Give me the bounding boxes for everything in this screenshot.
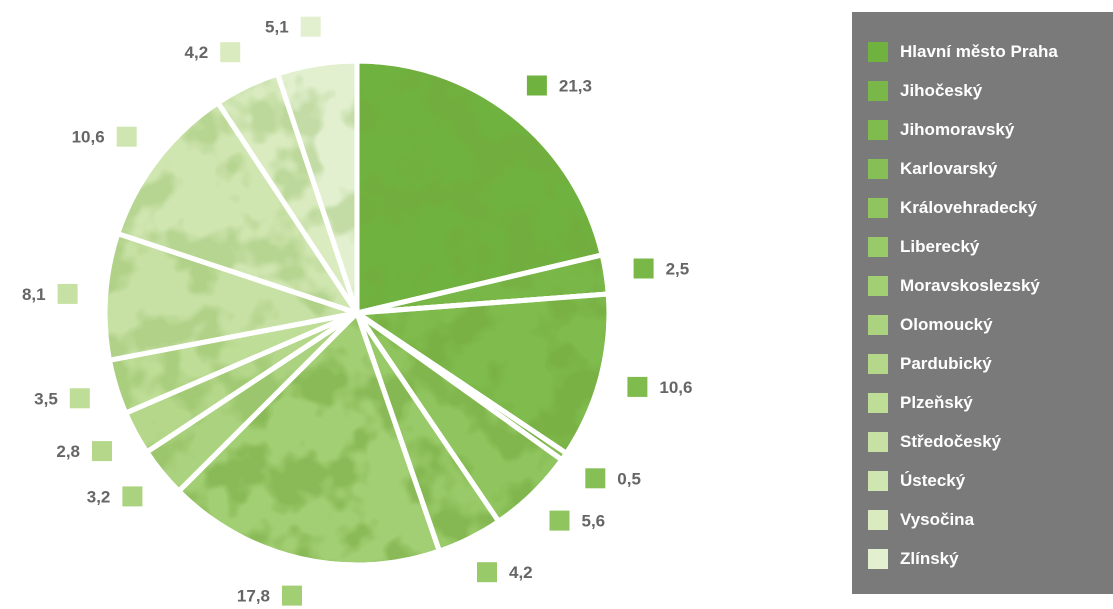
value-label-swatch: [57, 283, 78, 304]
legend-item[interactable]: Hlavní město Praha: [868, 41, 1058, 63]
legend-swatch: [868, 237, 888, 257]
legend-swatch: [868, 159, 888, 179]
legend-label: Královehradecký: [900, 198, 1038, 217]
pie-slice[interactable]: [115, 100, 360, 316]
value-label: 21,3: [559, 77, 592, 96]
legend-swatch: [868, 432, 888, 452]
legend-item[interactable]: Jihomoravský: [868, 119, 1014, 141]
value-label: 8,1: [22, 285, 46, 304]
legend-label: Ústecký: [900, 471, 966, 490]
value-label-swatch: [300, 16, 321, 37]
legend-swatch: [868, 42, 888, 62]
legend-swatch: [868, 510, 888, 530]
value-label: 4,2: [509, 563, 533, 582]
legend-swatch: [868, 276, 888, 296]
value-label-swatch: [92, 441, 112, 462]
legend-item[interactable]: Ústecký: [868, 470, 965, 492]
legend-label: Plzeňský: [900, 393, 973, 412]
legend-item[interactable]: Královehradecký: [868, 197, 1037, 219]
legend-swatch: [868, 354, 888, 374]
value-label: 2,5: [666, 260, 690, 279]
value-label: 17,8: [237, 587, 270, 606]
legend-label: Moravskoslezský: [900, 276, 1040, 295]
value-label-swatch: [633, 258, 654, 279]
legend-swatch: [868, 471, 888, 491]
value-label-swatch: [116, 126, 137, 147]
value-label-swatch: [282, 585, 302, 606]
legend-swatch: [868, 81, 888, 101]
value-label: 2,8: [56, 442, 80, 461]
legend-label: Zlínský: [900, 549, 959, 568]
legend-label: Jihočeský: [900, 81, 983, 100]
pie-slice[interactable]: [275, 58, 360, 316]
legend-swatch: [868, 549, 888, 569]
value-label: 0,5: [617, 469, 641, 488]
pie-slice[interactable]: [354, 310, 502, 554]
legend-item[interactable]: Liberecký: [868, 236, 979, 258]
legend-swatch: [868, 198, 888, 218]
legend-item[interactable]: Plzeňský: [868, 392, 973, 414]
legend-label: Karlovarský: [900, 159, 998, 178]
legend-label: Pardubický: [900, 354, 992, 373]
legend-label: Olomoucký: [900, 315, 993, 334]
legend-label: Hlavní město Praha: [900, 42, 1058, 61]
legend-label: Jihomoravský: [900, 120, 1015, 139]
legend-item[interactable]: Vysočina: [868, 509, 974, 531]
value-label: 4,2: [185, 43, 209, 62]
value-label-swatch: [627, 376, 648, 397]
legend-swatch: [868, 393, 888, 413]
legend-item[interactable]: Zlínský: [868, 548, 959, 570]
value-label: 3,5: [34, 389, 58, 408]
legend-label: Liberecký: [900, 237, 980, 256]
legend-label: Středočeský: [900, 432, 1002, 451]
legend-item[interactable]: Karlovarský: [868, 158, 997, 180]
pie-slice[interactable]: [215, 71, 360, 316]
legend: Hlavní město Praha Jihočeský Jihomoravský K…: [852, 12, 1113, 594]
value-label: 10,6: [72, 128, 105, 147]
legend-swatch: [868, 315, 888, 335]
legend-item[interactable]: Moravskoslezský: [868, 275, 1040, 297]
value-label-swatch: [220, 42, 241, 63]
legend-item[interactable]: Středočeský: [868, 431, 1001, 453]
value-label-swatch: [69, 388, 90, 409]
pie-slice[interactable]: [176, 310, 442, 568]
legend-item[interactable]: Olomoucký: [868, 314, 993, 336]
legend-item[interactable]: Pardubický: [868, 353, 992, 375]
legend-item[interactable]: Jihočeský: [868, 80, 982, 102]
value-label-swatch: [477, 562, 497, 583]
value-label-swatch: [549, 510, 570, 531]
value-label-swatch: [122, 486, 143, 507]
pie-slice[interactable]: [102, 231, 360, 363]
value-label-swatch: [585, 468, 606, 489]
legend-label: Vysočina: [900, 510, 975, 529]
pie-slice[interactable]: [354, 291, 612, 456]
value-label: 10,6: [659, 378, 692, 397]
legend-swatch: [868, 120, 888, 140]
value-label-swatch: [526, 75, 547, 96]
value-label: 5,6: [582, 512, 606, 531]
value-label: 5,1: [265, 18, 289, 37]
pie-slice[interactable]: [354, 58, 605, 316]
pie-slice[interactable]: [106, 310, 360, 416]
value-label: 3,2: [87, 487, 111, 506]
